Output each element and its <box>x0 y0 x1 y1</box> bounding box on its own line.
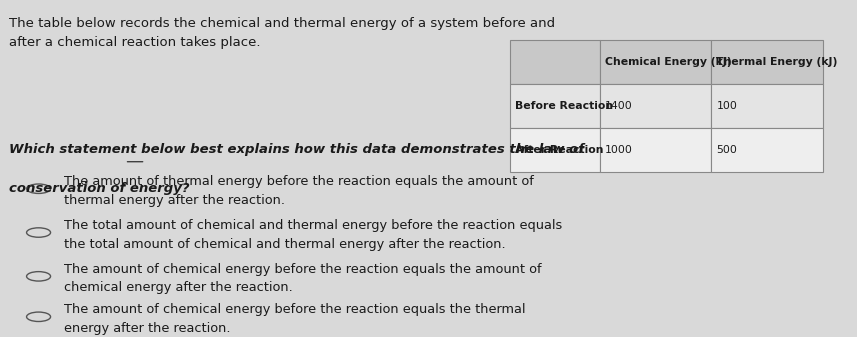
Text: The table below records the chemical and thermal energy of a system before and
a: The table below records the chemical and… <box>9 17 554 49</box>
Text: Thermal Energy (kJ): Thermal Energy (kJ) <box>716 57 838 67</box>
FancyBboxPatch shape <box>510 128 600 172</box>
FancyBboxPatch shape <box>510 40 600 84</box>
FancyBboxPatch shape <box>600 40 711 84</box>
Text: After Reaction: After Reaction <box>515 145 603 155</box>
Text: The amount of chemical energy before the reaction equals the amount of
chemical : The amount of chemical energy before the… <box>64 263 542 294</box>
Text: The total amount of chemical and thermal energy before the reaction equals
the t: The total amount of chemical and thermal… <box>64 219 562 250</box>
Text: The amount of chemical energy before the reaction equals the thermal
energy afte: The amount of chemical energy before the… <box>64 303 526 335</box>
Text: 1000: 1000 <box>605 145 633 155</box>
Text: 1400: 1400 <box>605 101 632 111</box>
FancyBboxPatch shape <box>600 128 711 172</box>
Text: Chemical Energy (kJ): Chemical Energy (kJ) <box>605 57 732 67</box>
FancyBboxPatch shape <box>711 84 823 128</box>
Text: conservation of energy?: conservation of energy? <box>9 182 189 195</box>
FancyBboxPatch shape <box>600 84 711 128</box>
FancyBboxPatch shape <box>510 84 600 128</box>
Text: The amount of thermal energy before the reaction equals the amount of
thermal en: The amount of thermal energy before the … <box>64 175 534 207</box>
Text: 100: 100 <box>716 101 737 111</box>
Text: 500: 500 <box>716 145 737 155</box>
Text: Which statement below best explains how this data demonstrates the law of: Which statement below best explains how … <box>9 143 584 156</box>
FancyBboxPatch shape <box>711 40 823 84</box>
FancyBboxPatch shape <box>711 128 823 172</box>
Text: Before Reaction: Before Reaction <box>515 101 613 111</box>
